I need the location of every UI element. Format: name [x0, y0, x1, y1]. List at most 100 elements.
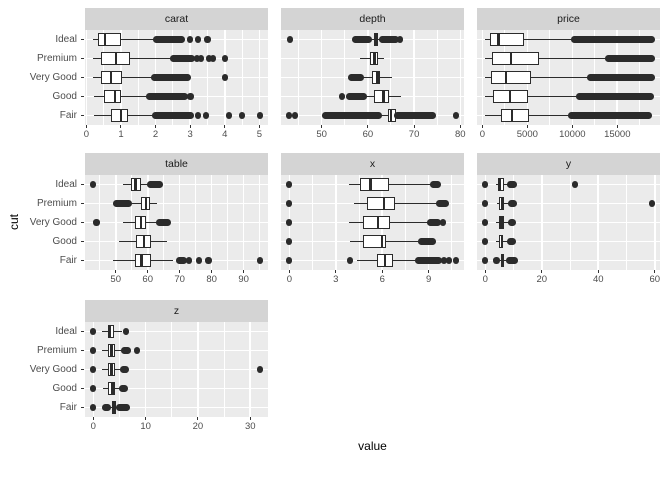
outlier-dot	[396, 36, 403, 43]
outlier-dot	[440, 219, 447, 226]
median-line	[382, 197, 386, 210]
facet-strip-price: price	[477, 8, 660, 30]
x-tick-mark	[145, 417, 147, 420]
outlier-dot	[222, 55, 229, 62]
outlier-dot	[482, 238, 489, 245]
outlier-dot	[482, 181, 489, 188]
x-tick-mark	[179, 270, 181, 273]
x-tick-mark	[288, 270, 290, 273]
outlier-dot	[338, 93, 346, 100]
whisker-line	[353, 202, 438, 205]
box	[103, 90, 122, 103]
y-tick-mark	[81, 96, 84, 97]
outlier-dot	[493, 257, 500, 264]
facet-strip-label: table	[165, 158, 188, 170]
y-tick-mark	[81, 331, 84, 332]
y-tick-label-ideal: Ideal	[55, 325, 77, 337]
gridline-major-y	[477, 240, 660, 243]
y-tick-mark	[81, 115, 84, 116]
x-tick-label: 0	[83, 129, 90, 140]
x-tick-label: 9	[426, 274, 432, 285]
facet-panel-table	[85, 175, 268, 270]
x-tick-label: 3	[333, 274, 339, 285]
y-tick-label-good: Good	[52, 382, 77, 394]
facet-panel-depth	[281, 30, 464, 125]
y-tick-mark	[81, 77, 84, 78]
outlier-dot	[93, 219, 100, 226]
outlier-dot	[347, 257, 354, 264]
outlier-cluster	[507, 219, 517, 226]
y-axis-title: cut	[7, 213, 21, 231]
median-line	[501, 197, 504, 210]
outlier-cluster	[430, 181, 442, 188]
outlier-cluster	[176, 257, 188, 264]
gridline-major-y	[477, 259, 660, 262]
x-axis-z: 0 10 20 30	[85, 417, 268, 435]
outlier-dot	[445, 257, 452, 264]
outlier-cluster	[119, 385, 129, 392]
outlier-cluster	[150, 74, 192, 81]
y-tick-label-ideal: Ideal	[55, 33, 77, 45]
x-tick-mark	[381, 270, 383, 273]
y-tick-label-ideal: Ideal	[55, 178, 77, 190]
outlier-cluster	[152, 36, 185, 43]
facet-strip-label: y	[565, 158, 572, 170]
y-tick-mark	[81, 388, 84, 389]
x-tick-mark	[92, 417, 94, 420]
x-tick-label: 20	[536, 274, 548, 285]
outlier-dot	[256, 257, 263, 264]
box	[372, 71, 381, 84]
y-tick-mark	[81, 350, 84, 351]
outlier-cluster	[101, 404, 111, 411]
outlier-cluster	[145, 93, 188, 100]
x-tick-mark	[147, 270, 149, 273]
median-line	[103, 33, 107, 46]
box	[362, 235, 387, 248]
outlier-dot	[90, 385, 97, 392]
outlier-dot	[572, 181, 579, 188]
x-tick-mark	[258, 125, 260, 128]
median-line	[144, 197, 148, 210]
x-axis-table: 50 60 70 80 90	[85, 270, 268, 288]
median-line	[501, 254, 504, 267]
box	[491, 52, 539, 65]
x-tick-label: 5000	[516, 129, 538, 140]
median-line	[114, 52, 118, 65]
box	[373, 90, 390, 103]
x-tick-label: 3	[187, 129, 193, 140]
x-tick-label: 60	[649, 274, 661, 285]
box	[500, 109, 530, 122]
x-tick-mark	[413, 125, 415, 128]
box	[490, 33, 525, 46]
y-tick-mark	[81, 222, 84, 223]
median-line	[374, 33, 378, 46]
outlier-cluster	[115, 404, 130, 411]
median-line	[505, 71, 508, 84]
x-tick-label: 1	[118, 129, 124, 140]
median-line	[119, 109, 123, 122]
outlier-dot	[226, 112, 233, 119]
whisker-line	[93, 76, 153, 79]
y-tick-mark	[81, 241, 84, 242]
outlier-dot	[187, 36, 194, 43]
median-line	[510, 109, 514, 122]
y-tick-label-very-good: Very Good	[29, 363, 77, 375]
x-tick-mark	[197, 417, 199, 420]
x-tick-label: 70	[174, 274, 185, 285]
whisker-line	[348, 183, 433, 186]
y-tick-label-fair: Fair	[59, 401, 77, 413]
outlier-dot	[198, 55, 205, 62]
whisker-line	[485, 76, 590, 79]
x-axis-title: value	[358, 439, 387, 453]
outlier-dot	[482, 257, 489, 264]
y-tick-mark	[81, 369, 84, 370]
x-tick-label: 0	[286, 274, 293, 285]
x-tick-mark	[85, 125, 87, 128]
x-tick-mark	[484, 270, 486, 273]
facet-panel-y	[477, 175, 660, 270]
outlier-dot	[204, 36, 211, 43]
y-tick-mark	[81, 58, 84, 59]
outlier-cluster	[155, 219, 171, 226]
outlier-dot	[90, 328, 97, 335]
